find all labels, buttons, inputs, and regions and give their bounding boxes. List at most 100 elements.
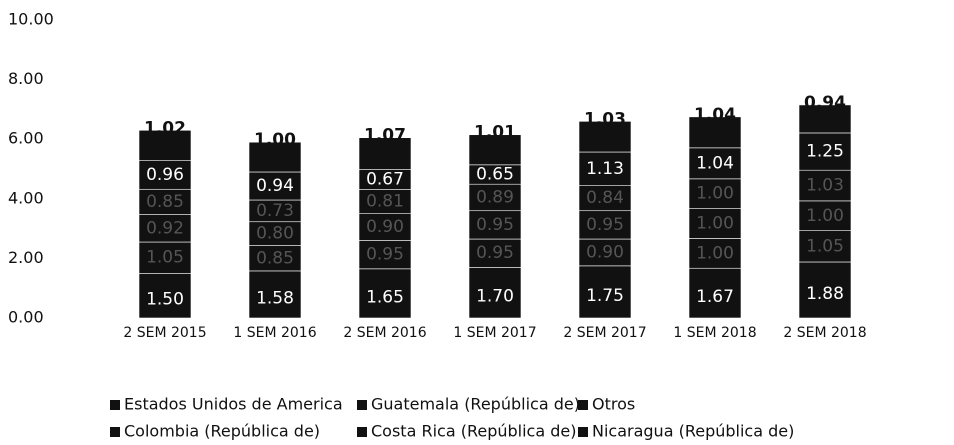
bar-segment: [248, 141, 302, 173]
legend-label: Guatemala (República de): [371, 395, 580, 414]
y-tick-label: 0.00: [8, 308, 44, 327]
data-label: 1.58: [256, 288, 294, 308]
data-label: 0.90: [586, 242, 624, 262]
x-tick-label: 2 SEM 2018: [783, 325, 866, 341]
data-label: 1.04: [696, 153, 734, 173]
data-label: 0.85: [256, 248, 294, 268]
y-tick-label: 8.00: [8, 69, 44, 88]
y-tick-label: 10.00: [8, 10, 54, 29]
bar-segment: [688, 267, 742, 319]
data-label: 0.92: [146, 218, 184, 238]
data-label: 1.02: [144, 118, 186, 138]
x-tick-label: 1 SEM 2017: [453, 325, 536, 341]
bar-segment: [138, 129, 192, 161]
legend-label: Nicaragua (República de): [592, 422, 794, 441]
legend-swatch: [110, 400, 120, 410]
bar-segment: [798, 104, 852, 134]
x-tick-label: 1 SEM 2016: [233, 325, 316, 341]
data-label: 0.95: [476, 215, 514, 235]
data-label: 1.00: [696, 184, 734, 204]
bar-segment: [688, 208, 742, 239]
x-tick-label: 2 SEM 2016: [343, 325, 426, 341]
data-label: 0.95: [586, 215, 624, 235]
data-label: 0.96: [146, 165, 184, 185]
data-label: 0.85: [146, 192, 184, 212]
bar-segment: [578, 185, 632, 212]
data-label: 0.90: [366, 217, 404, 237]
bar-segment: [358, 137, 412, 170]
bar-segment: [468, 267, 522, 319]
bar-segment: [468, 238, 522, 268]
bar-segment: [138, 188, 192, 215]
data-label: 0.95: [476, 243, 514, 263]
data-label: 1.00: [696, 214, 734, 234]
data-label: 0.65: [476, 165, 514, 185]
legend-label: Colombia (República de): [124, 422, 320, 441]
legend-swatch: [357, 400, 367, 410]
data-label: 0.89: [476, 187, 514, 207]
data-label: 0.81: [366, 192, 404, 212]
bar-segment: [798, 261, 852, 319]
data-label: 1.05: [146, 248, 184, 268]
legend-label: Costa Rica (República de): [371, 422, 576, 441]
bar-segment: [688, 238, 742, 269]
data-label: 1.07: [364, 126, 406, 146]
data-label: 1.01: [474, 123, 516, 143]
bar-segment: [798, 169, 852, 202]
bar-segment: [138, 160, 192, 190]
bar-segment: [358, 240, 412, 270]
y-tick-label: 6.00: [8, 129, 44, 148]
data-label: 1.50: [146, 290, 184, 310]
bar-segment: [688, 116, 742, 149]
bar-segment: [468, 210, 522, 240]
bar-segment: [138, 241, 192, 274]
bar-segment: [248, 245, 302, 272]
legend-label: Otros: [592, 395, 635, 414]
bar-segment: [468, 134, 522, 166]
data-label: 0.80: [256, 224, 294, 244]
data-label: 1.00: [254, 130, 296, 150]
data-label: 1.67: [696, 287, 734, 307]
data-label: 1.88: [806, 284, 844, 304]
data-label: 0.95: [366, 245, 404, 265]
bar-segment: [358, 189, 412, 214]
y-tick-label: 2.00: [8, 248, 44, 267]
legend-swatch: [110, 427, 120, 437]
legend-swatch: [357, 427, 367, 437]
bar-segment: [358, 268, 412, 319]
y-tick-label: 4.00: [8, 188, 44, 207]
x-tick-label: 2 SEM 2015: [123, 325, 206, 341]
bar-segment: [248, 270, 302, 319]
bar-segment: [688, 178, 742, 209]
bar-segment: [798, 132, 852, 171]
data-label: 1.00: [806, 206, 844, 226]
data-label: 0.73: [256, 201, 294, 221]
data-label: 1.00: [696, 243, 734, 263]
x-tick-label: 1 SEM 2018: [673, 325, 756, 341]
legend-swatch: [578, 427, 588, 437]
bar-segment: [688, 147, 742, 180]
data-label: 1.03: [806, 176, 844, 196]
bar-segment: [248, 171, 302, 201]
data-label: 1.03: [584, 109, 626, 129]
bar-segment: [578, 210, 632, 240]
data-label: 1.04: [694, 105, 736, 125]
data-label: 1.13: [586, 159, 624, 179]
data-label: 1.25: [806, 142, 844, 162]
bar-segment: [578, 151, 632, 186]
data-label: 1.05: [806, 236, 844, 256]
bar-segment: [798, 230, 852, 263]
bar-segment: [578, 265, 632, 319]
bar-segment: [468, 183, 522, 212]
bar-segment: [358, 213, 412, 241]
data-label: 0.94: [804, 93, 846, 113]
bar-segment: [578, 121, 632, 153]
data-label: 0.67: [366, 170, 404, 190]
legend-label: Estados Unidos de America: [124, 395, 343, 414]
data-label: 0.84: [586, 188, 624, 208]
bar-segment: [578, 238, 632, 267]
data-label: 1.75: [586, 286, 624, 306]
bar-segment: [138, 272, 192, 319]
legend-swatch: [578, 400, 588, 410]
